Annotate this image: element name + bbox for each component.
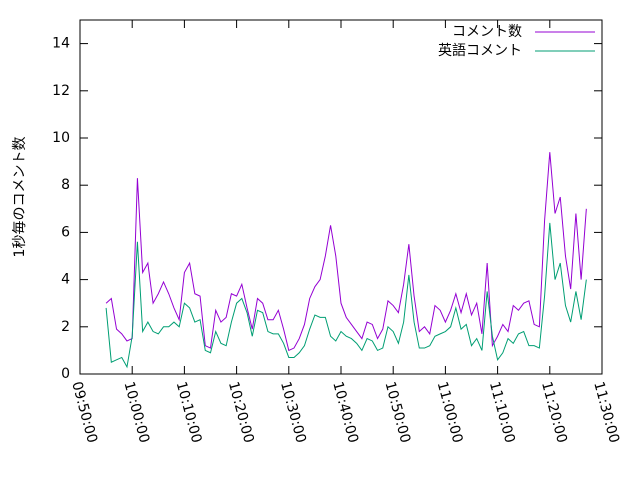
- series-line: [105, 152, 587, 352]
- x-tick-label: 10:30:00: [277, 380, 309, 445]
- x-tick-label: 11:30:00: [590, 380, 622, 445]
- legend-label: コメント数: [452, 24, 522, 40]
- series-line: [105, 222, 587, 369]
- legend-label: 英語コメント: [438, 42, 522, 59]
- y-tick-label: 14: [52, 36, 70, 52]
- x-tick-label: 11:00:00: [434, 380, 466, 445]
- y-axis-label: 1秒毎のコメント数: [12, 137, 28, 258]
- x-tick-label: 10:20:00: [225, 380, 257, 445]
- y-tick-label: 2: [61, 319, 70, 335]
- x-tick-label: 10:50:00: [381, 380, 413, 445]
- y-tick-label: 0: [61, 366, 70, 382]
- y-tick-label: 10: [52, 130, 70, 146]
- x-tick-label: 10:00:00: [120, 380, 152, 445]
- x-tick-label: 10:10:00: [173, 380, 205, 445]
- x-tick-label: 09:50:00: [68, 380, 100, 445]
- y-tick-label: 8: [61, 177, 70, 193]
- x-tick-label: 11:20:00: [538, 380, 570, 445]
- x-tick-label: 11:10:00: [486, 380, 518, 445]
- x-tick-label: 10:40:00: [329, 380, 361, 445]
- y-tick-label: 6: [61, 224, 70, 240]
- plot-frame: [79, 19, 603, 375]
- y-tick-label: 12: [52, 83, 70, 99]
- y-tick-label: 4: [61, 272, 70, 288]
